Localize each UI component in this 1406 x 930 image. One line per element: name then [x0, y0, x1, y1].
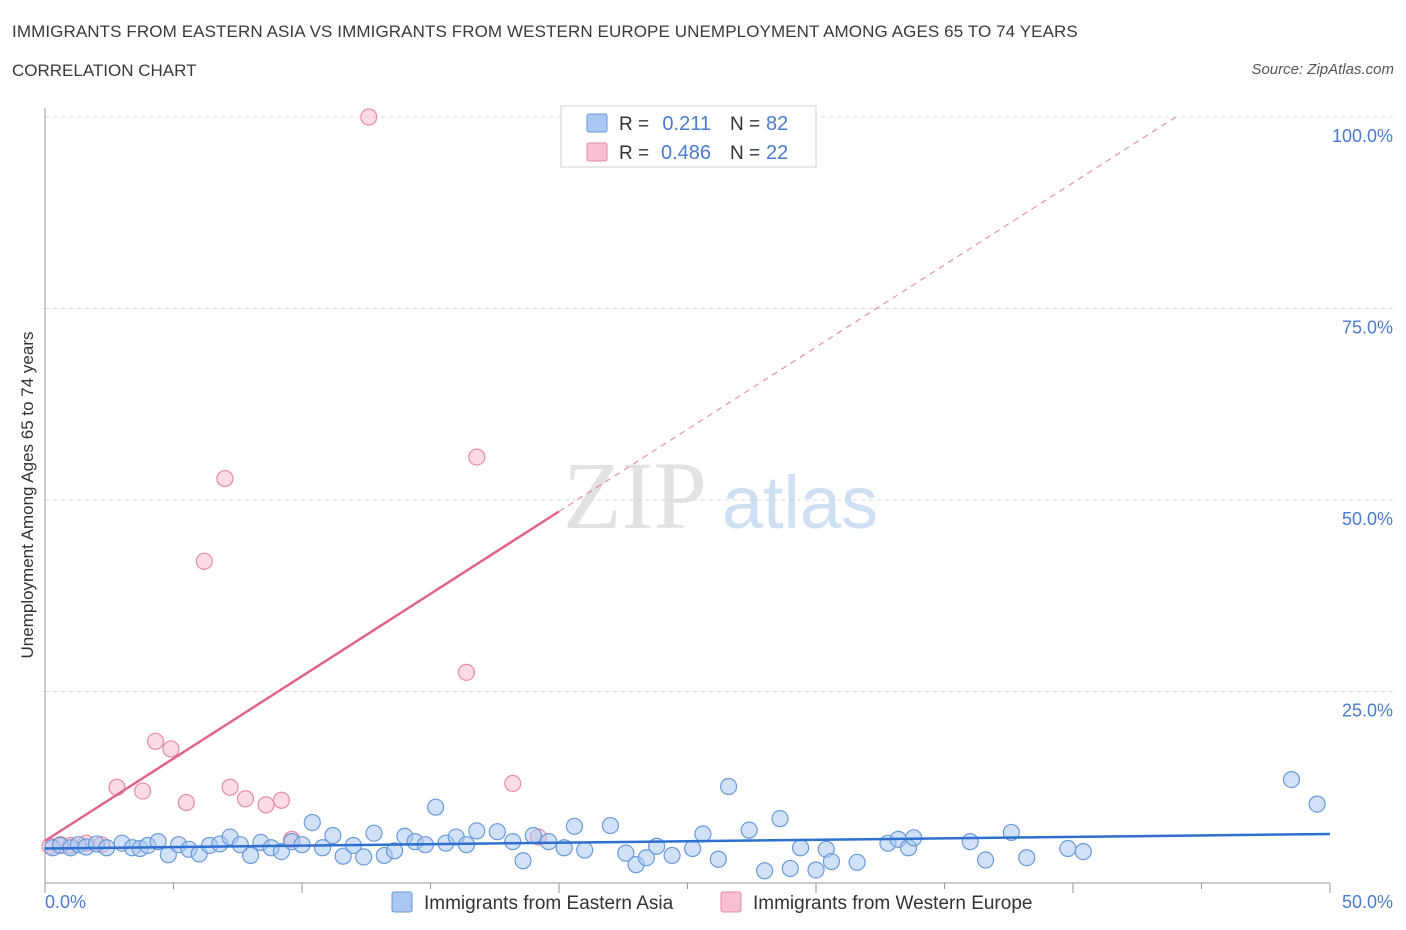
eastern-asia-point	[807, 861, 825, 879]
eastern-asia-point	[149, 833, 167, 851]
eastern-asia-point	[848, 853, 866, 871]
eastern-asia-point	[684, 839, 702, 858]
western-europe-point	[272, 791, 291, 809]
eastern-asia-point	[334, 847, 352, 865]
source-label: Source: ZipAtlas.com	[1251, 61, 1394, 78]
chart-subtitle: CORRELATION CHART	[12, 61, 197, 80]
legend-swatch-eastern-asia	[586, 113, 608, 133]
western-europe-point	[162, 740, 180, 758]
western-europe-point	[221, 778, 239, 796]
eastern-asia-point	[242, 846, 260, 865]
eastern-asia-point	[740, 821, 758, 839]
eastern-asia-point	[355, 848, 373, 866]
eastern-asia-point	[601, 816, 620, 835]
eastern-asia-point	[427, 798, 445, 816]
western-europe-point	[177, 793, 195, 812]
western-europe-trendline	[44, 510, 560, 842]
eastern-asia-point	[468, 822, 486, 840]
eastern-asia-point	[961, 833, 979, 851]
y-tick-label: 25.0%	[1342, 701, 1393, 721]
eastern-asia-point	[365, 824, 383, 842]
eastern-asia-point	[755, 862, 774, 880]
eastern-asia-point	[524, 826, 542, 845]
eastern-asia-point	[514, 852, 532, 870]
eastern-asia-point	[617, 844, 635, 862]
x-tick-label: 0.0%	[45, 892, 86, 912]
eastern-asia-point	[781, 859, 799, 878]
eastern-asia-point	[313, 839, 332, 857]
eastern-asia-point	[822, 852, 841, 871]
x-tick-label: 50.0%	[1342, 892, 1393, 912]
legend-r-label: R =	[619, 143, 649, 164]
western-europe-point	[216, 469, 234, 488]
legend-n-label: N =	[730, 143, 760, 164]
watermark-atlas: atlas	[722, 461, 878, 544]
eastern-asia-point	[324, 826, 342, 845]
legend-r-value: 0.211	[662, 113, 711, 135]
y-tick-label: 100.0%	[1332, 126, 1393, 146]
eastern-asia-point	[637, 849, 655, 867]
watermark-zip: ZIP	[563, 442, 707, 549]
western-europe-point	[146, 732, 165, 750]
eastern-asia-point	[720, 777, 738, 796]
eastern-asia-point	[272, 842, 291, 861]
bottom-legend-label-western-europe: Immigrants from Western Europe	[753, 893, 1032, 914]
eastern-asia-point	[488, 823, 506, 841]
eastern-asia-point	[791, 839, 810, 857]
legend-n-value: 82	[766, 113, 788, 135]
bottom-legend-label-eastern-asia: Immigrants from Eastern Asia	[424, 893, 674, 914]
eastern-asia-point	[504, 833, 522, 851]
legend-n-label: N =	[730, 114, 760, 135]
western-europe-point	[468, 448, 486, 466]
chart-title: IMMIGRANTS FROM EASTERN ASIA VS IMMIGRAN…	[12, 22, 1078, 41]
western-europe-point	[457, 663, 476, 681]
bottom-legend-swatch-eastern-asia	[391, 891, 413, 913]
eastern-asia-point	[1282, 770, 1301, 789]
western-europe-trendline-extension	[558, 116, 1177, 512]
eastern-asia-point	[385, 842, 404, 860]
eastern-asia-point	[1018, 849, 1036, 867]
western-europe-point	[134, 782, 152, 800]
western-europe-point	[360, 108, 378, 126]
bottom-legend-swatch-western-europe	[720, 891, 742, 913]
eastern-asia-point	[303, 813, 321, 832]
eastern-asia-point	[694, 825, 712, 843]
y-tick-label: 75.0%	[1342, 318, 1393, 338]
legend-r-label: R =	[619, 114, 649, 135]
eastern-asia-point	[1074, 842, 1092, 861]
eastern-asia-point	[565, 817, 584, 835]
western-europe-point	[504, 774, 522, 793]
eastern-asia-point	[771, 810, 789, 828]
eastern-asia-point	[576, 841, 594, 859]
eastern-asia-trendline	[44, 832, 1331, 850]
eastern-asia-point	[1059, 839, 1077, 858]
eastern-asia-point	[231, 836, 249, 854]
western-europe-point	[195, 552, 213, 570]
eastern-asia-point	[977, 851, 995, 869]
legend-swatch-western-europe	[586, 142, 608, 162]
western-europe-point	[108, 778, 126, 796]
western-europe-point	[236, 790, 255, 808]
eastern-asia-point	[663, 846, 681, 865]
y-tick-label: 50.0%	[1342, 509, 1393, 529]
legend-n-value: 22	[766, 142, 788, 164]
eastern-asia-point	[1308, 795, 1326, 813]
eastern-asia-point	[709, 850, 727, 868]
western-europe-point	[257, 796, 275, 814]
legend-r-value: 0.486	[661, 142, 711, 164]
